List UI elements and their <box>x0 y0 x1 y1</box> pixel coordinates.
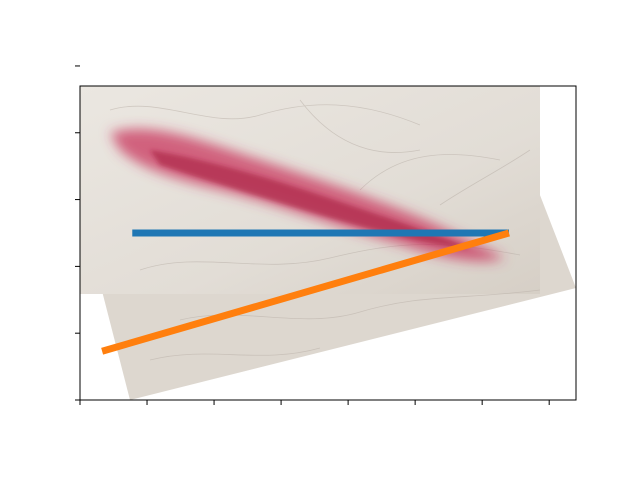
skin-lesion-photo <box>80 86 576 400</box>
series-line-2 <box>101 229 510 355</box>
axes-frame <box>79 85 577 401</box>
lesion-core <box>150 150 470 248</box>
